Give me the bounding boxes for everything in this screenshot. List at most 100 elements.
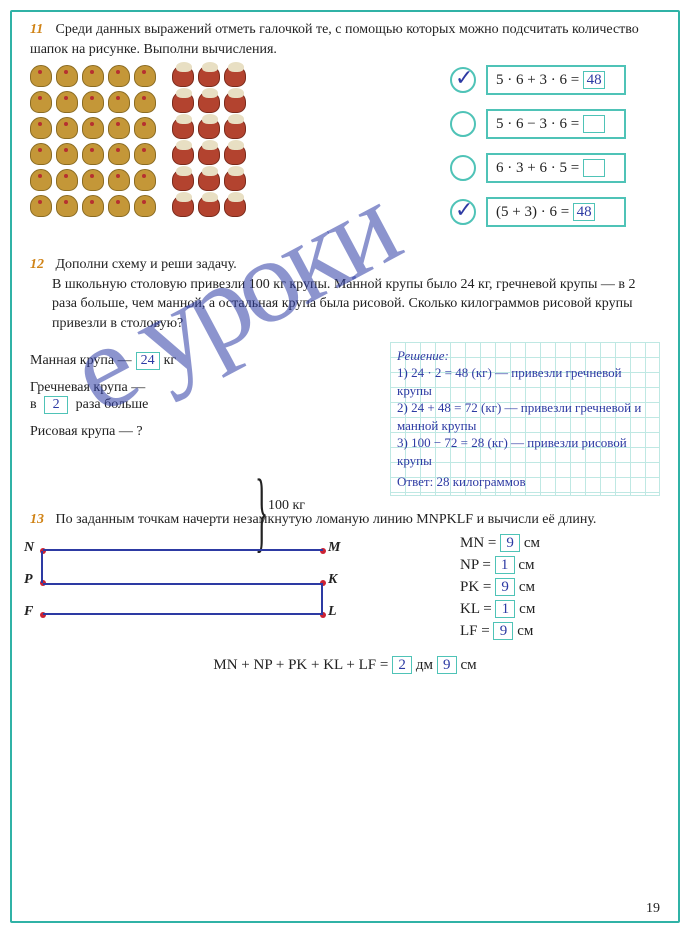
sum-cm: 9 [437,656,457,674]
expression-text: 6 · 3 + 6 · 5 = [496,160,579,177]
measure-val: 1 [495,556,515,574]
hat-a [82,65,104,87]
measure-seg: KL = [460,601,495,617]
hat-b [224,65,246,87]
hat-a [108,143,130,165]
measure-unit: см [517,623,533,639]
sum-expr: MN + NP + PK + KL + LF = [213,657,388,673]
task-11-text: Среди данных выражений отметь галочкой т… [30,22,639,57]
hat-a [108,195,130,217]
point-label-N: N [24,540,34,556]
hat-a [30,65,52,87]
mannaya-value: 24 [136,352,160,370]
hat-a [108,169,130,191]
scheme-mannaya: Манная крупа — 24 кг [30,352,300,370]
segment-KL [321,583,323,615]
hat-a [56,195,78,217]
expression-column: 5 · 6 + 3 · 6 = 48 5 · 6 − 3 · 6 = 6 · 3 + … [450,65,660,241]
hat-a [30,195,52,217]
solution-line-3: 3) 100 − 72 = 28 (кг) — привезли рисовой… [397,434,653,469]
grech-pre: в [30,397,37,412]
expression-text: (5 + 3) · 6 = [496,204,569,221]
task-11-heading: 11 Среди данных выражений отметь галочко… [30,20,660,59]
measure-val: 9 [500,534,520,552]
check-circle[interactable] [450,67,476,93]
hat-b [172,65,194,87]
hat-b [198,195,220,217]
expression-text: 5 · 6 + 3 · 6 = [496,72,579,89]
measure-val: 1 [495,600,515,618]
task-13: 13 По заданным точкам начерти незамкнуту… [30,510,660,674]
mannaya-unit: кг [164,353,177,369]
scheme-grech: Гречневая крупа — в 2 раза больше [30,380,300,414]
hat-b [198,169,220,191]
hat-b [224,195,246,217]
point-label-K: K [328,572,337,588]
task-12-problem: В школьную столовую привезли 100 кг круп… [52,275,660,334]
polyline-area: NMPKFL [30,538,380,628]
point-label-M: M [328,540,340,556]
check-circle[interactable] [450,155,476,181]
measure-seg: PK = [460,579,495,595]
solution-box: Решение: 1) 24 · 2 = 48 (кг) — привезли … [390,342,660,496]
expression-box: 6 · 3 + 6 · 5 = [486,153,626,183]
segment-LF [43,613,323,615]
hat-b [224,91,246,113]
ris-label: Рисовая крупа — ? [30,424,143,440]
task-13-num: 13 [30,510,52,530]
expression-line: 5 · 6 − 3 · 6 = [450,109,660,139]
page-number: 19 [646,901,660,917]
task-13-heading: 13 По заданным точкам начерти незамкнуту… [30,510,660,530]
measure-unit: см [519,579,535,595]
point-label-L: L [328,604,337,620]
measure-val: 9 [495,578,515,596]
measure-seg: MN = [460,535,500,551]
hat-b [224,117,246,139]
task-11: 11 Среди данных выражений отметь галочко… [30,20,660,241]
check-circle[interactable] [450,199,476,225]
measure-row: NP = 1 см [460,556,660,574]
scheme-ris: Рисовая крупа — ? [30,424,300,440]
sum-line: MN + NP + PK + KL + LF = 2 дм 9 см [30,656,660,674]
expression-text: 5 · 6 − 3 · 6 = [496,116,579,133]
task-13-body: NMPKFL MN = 9 см NP = 1 см PK = 9 см KL = 1… [30,530,660,644]
task-12-text: Дополни схему и реши задачу. [56,257,237,272]
answer-box [583,115,605,133]
task-12-heading: 12 Дополни схему и реши задачу. [30,255,660,275]
hats-group-a [30,65,158,219]
solution-header: Решение: [397,347,653,365]
sum-dm-unit: дм [416,657,433,673]
hat-a [82,195,104,217]
hat-a [134,65,156,87]
hat-a [134,143,156,165]
hat-a [134,91,156,113]
hat-a [56,65,78,87]
hat-a [134,169,156,191]
hat-a [56,169,78,191]
expression-line: 6 · 3 + 6 · 5 = [450,153,660,183]
check-circle[interactable] [450,111,476,137]
grech-label1: Гречневая крупа — [30,380,300,396]
hat-a [56,91,78,113]
solution-line-2: 2) 24 + 48 = 72 (кг) — привезли гречнево… [397,399,653,434]
grech-post: раза больше [76,397,149,412]
task-11-num: 11 [30,20,52,40]
hat-a [30,169,52,191]
task-12-body: Манная крупа — 24 кг Гречневая крупа — в… [30,342,660,496]
point-label-F: F [24,604,33,620]
task-13-text: По заданным точкам начерти незамкнутую л… [56,512,597,527]
hat-b [224,169,246,191]
measure-row: MN = 9 см [460,534,660,552]
hat-a [56,143,78,165]
hat-a [108,117,130,139]
hat-b [198,91,220,113]
hat-b [172,195,194,217]
sum-dm: 2 [392,656,412,674]
hat-a [56,117,78,139]
sum-cm-unit: см [460,657,476,673]
task-12-num: 12 [30,255,52,275]
measure-row: LF = 9 см [460,622,660,640]
hat-a [30,117,52,139]
expression-box: 5 · 6 − 3 · 6 = [486,109,626,139]
answer-box: 48 [573,203,595,221]
